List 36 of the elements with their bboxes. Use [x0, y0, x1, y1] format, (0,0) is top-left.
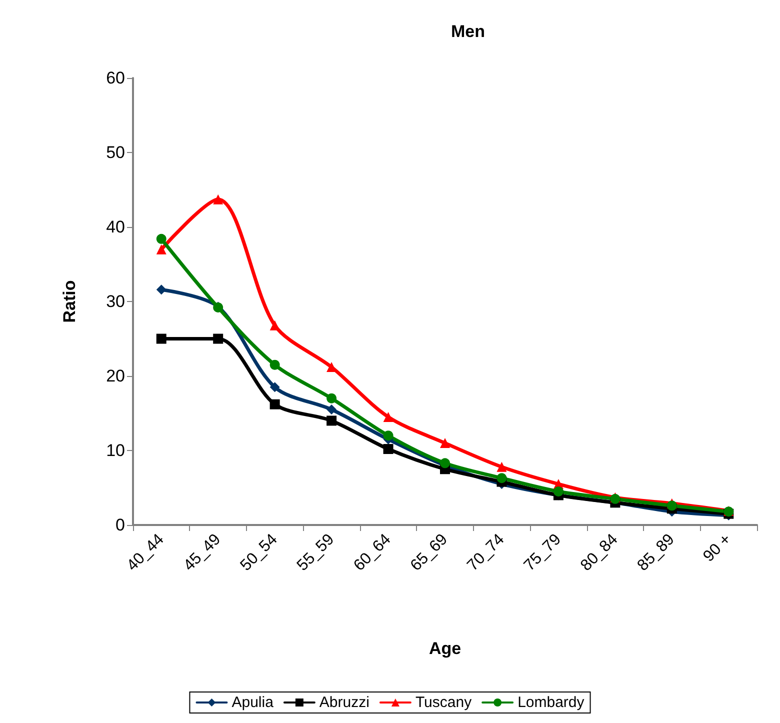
point: [213, 194, 224, 204]
legend-label: Lombardy: [518, 694, 585, 711]
point: [440, 438, 450, 448]
y-tick-label: 50: [106, 143, 125, 162]
point: [383, 430, 394, 441]
point: [270, 360, 280, 370]
point: [326, 416, 337, 426]
point: [666, 500, 677, 511]
point: [270, 382, 280, 392]
y-tick-label: 20: [106, 366, 125, 386]
point: [270, 399, 280, 410]
point: [156, 244, 166, 254]
point: [496, 462, 507, 472]
point: [383, 412, 394, 422]
chart-title: Men: [451, 22, 485, 41]
point: [383, 444, 394, 454]
point: [213, 334, 224, 344]
y-tick-label: 40: [106, 218, 125, 236]
y-tick-label: 30: [106, 292, 125, 311]
point: [270, 320, 280, 330]
y-tick-label: 60: [106, 68, 125, 88]
point: [326, 393, 337, 404]
point: [496, 473, 507, 484]
legend-label: Apulia: [232, 694, 274, 711]
point: [156, 334, 166, 344]
x-axis-title: Age: [428, 639, 462, 658]
y-tick-label: 10: [106, 441, 125, 460]
y-tick-label: 0: [116, 516, 125, 534]
point: [553, 486, 564, 496]
x-tick-label: 90 +: [700, 530, 735, 566]
y-axis-title: Ratio: [60, 280, 79, 323]
point: [156, 234, 166, 244]
point: [326, 404, 337, 415]
point: [156, 284, 166, 295]
legend-label: Tuscany: [415, 694, 472, 711]
legend-label: Abruzzi: [319, 694, 370, 711]
